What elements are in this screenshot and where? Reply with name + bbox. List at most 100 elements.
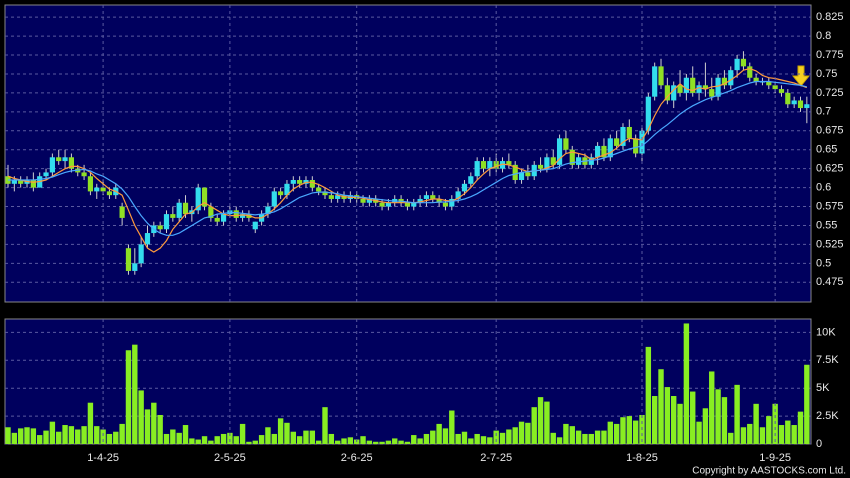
candle-body <box>576 157 582 165</box>
candle-body <box>766 81 772 86</box>
candle-body <box>709 89 715 97</box>
volume-bar <box>296 436 303 444</box>
volume-bar <box>544 401 550 444</box>
x-tick-label: 1-9-25 <box>759 452 791 464</box>
volume-bar <box>791 425 797 444</box>
volume-bar <box>189 438 195 444</box>
candle-body <box>696 85 702 93</box>
y-tick-label: 5K <box>816 382 830 394</box>
candle-body <box>664 85 670 101</box>
candle-body <box>461 183 468 192</box>
candle-body <box>360 198 366 203</box>
volume-bar <box>201 436 208 444</box>
candle-body <box>468 176 474 184</box>
volume-bar <box>525 422 531 444</box>
candle-body <box>512 164 518 181</box>
candle-body <box>265 206 271 215</box>
candle-body <box>740 58 747 67</box>
volume-bar <box>75 429 81 444</box>
volume-bar <box>62 425 68 444</box>
volume-bar <box>664 387 671 444</box>
volume-bar <box>119 423 125 444</box>
candle-body <box>404 202 411 207</box>
volume-bar <box>43 430 49 444</box>
volume-bar <box>493 430 499 444</box>
volume-bar <box>157 414 163 444</box>
y-tick-label: 0.775 <box>816 49 844 61</box>
candle-body <box>569 149 575 165</box>
candle-body <box>455 191 461 199</box>
volume-bar <box>499 432 506 444</box>
volume-bar <box>556 437 563 444</box>
candle-body <box>182 202 189 215</box>
candle-body <box>683 77 689 93</box>
candle-body <box>379 202 385 207</box>
volume-bar <box>626 416 633 444</box>
volume-bar <box>804 364 810 444</box>
candle-body <box>56 157 62 162</box>
candle-body <box>588 157 594 165</box>
volume-bar <box>607 421 613 444</box>
volume-bar <box>290 431 296 444</box>
volume-bar <box>220 433 227 444</box>
candle-body <box>297 180 303 184</box>
candle-body <box>157 225 163 230</box>
candle-body <box>518 172 525 181</box>
volume-bar <box>271 433 277 444</box>
volume-bar <box>233 436 239 444</box>
y-tick-label: 0.6 <box>816 182 831 194</box>
volume-bar <box>778 425 785 444</box>
volume-bar <box>683 323 690 444</box>
candle-body <box>645 96 651 131</box>
candle-body <box>772 85 778 90</box>
y-tick-label: 0.7 <box>816 106 831 118</box>
x-tick-label: 1-4-25 <box>87 452 119 464</box>
candle-body <box>417 198 423 203</box>
volume-bar <box>49 421 56 444</box>
y-tick-label: 0.675 <box>816 125 844 137</box>
copyright: Copyright by AASTOCKS.com Ltd. <box>692 466 846 477</box>
x-tick-label: 1-8-25 <box>626 452 658 464</box>
volume-bar <box>379 441 385 444</box>
volume-bar <box>696 421 702 444</box>
candle-body <box>537 164 544 169</box>
volume-bar <box>651 396 658 444</box>
candle-body <box>550 157 556 165</box>
y-tick-label: 2.5K <box>816 410 839 422</box>
volume-bar <box>588 433 594 444</box>
volume-bar <box>506 429 512 444</box>
volume-bar <box>449 410 455 444</box>
candle-body <box>132 263 138 271</box>
candle-body <box>728 70 734 86</box>
volume-bar <box>366 440 373 444</box>
candle-body <box>804 104 810 109</box>
y-tick-label: 0.475 <box>816 276 844 288</box>
candle-body <box>290 180 296 184</box>
candle-body <box>68 157 74 169</box>
volume-bar <box>550 432 556 444</box>
volume-bar <box>5 427 11 444</box>
volume-bar <box>182 425 189 444</box>
candle-body <box>284 183 290 196</box>
candle-body <box>170 214 176 218</box>
volume-bar <box>569 426 575 444</box>
volume-bar <box>11 432 18 444</box>
candle-body <box>544 157 550 169</box>
candle-body <box>278 191 284 196</box>
candle-body <box>119 206 125 218</box>
arrow-marker <box>791 65 811 87</box>
y-tick-label: 0.725 <box>816 87 844 99</box>
volume-bar <box>461 431 468 444</box>
candle-body <box>411 202 417 207</box>
volume-bar <box>334 440 341 444</box>
volume-bar <box>87 402 94 444</box>
volume-bar <box>747 423 753 444</box>
candle-body <box>747 66 753 78</box>
volume-bar <box>671 396 677 444</box>
candle-body <box>506 161 512 165</box>
y-tick-label: 0.75 <box>816 68 837 80</box>
volume-bar <box>658 369 664 444</box>
moving-average-line <box>7 67 808 253</box>
y-tick-label: 10K <box>816 326 836 338</box>
volume-bar <box>474 433 480 444</box>
